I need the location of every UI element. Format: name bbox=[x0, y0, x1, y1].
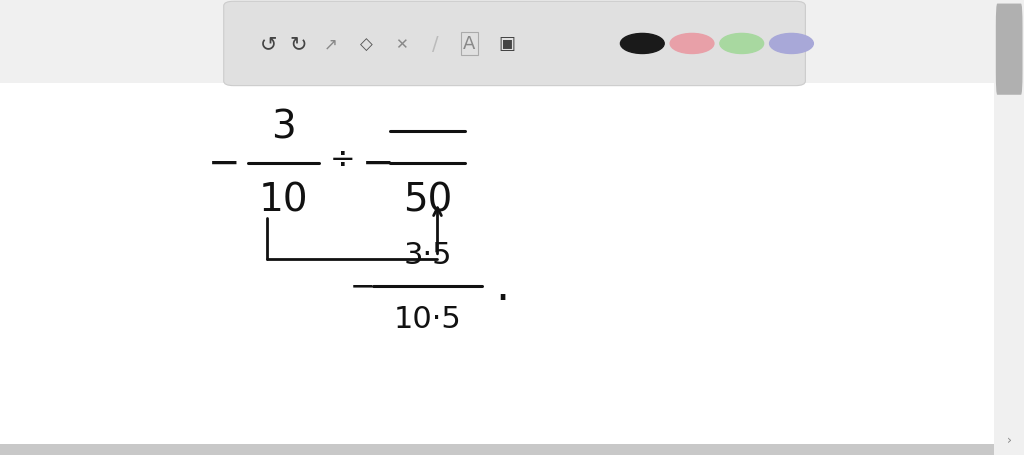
Text: 10: 10 bbox=[259, 181, 308, 219]
Text: .: . bbox=[495, 265, 509, 308]
Text: 10·5: 10·5 bbox=[393, 304, 462, 333]
Text: −: − bbox=[361, 145, 394, 183]
Circle shape bbox=[720, 35, 764, 55]
Circle shape bbox=[670, 35, 714, 55]
Bar bbox=[0, 444, 994, 455]
Text: 50: 50 bbox=[402, 181, 453, 219]
Text: ✕: ✕ bbox=[395, 37, 409, 52]
Text: ›: › bbox=[1007, 433, 1012, 446]
Bar bbox=[0, 84, 994, 455]
Text: /: / bbox=[432, 35, 439, 54]
Text: −: − bbox=[208, 145, 240, 183]
Text: ↗: ↗ bbox=[325, 35, 338, 53]
Circle shape bbox=[621, 35, 665, 55]
Text: ▣: ▣ bbox=[499, 35, 516, 53]
Text: ◇: ◇ bbox=[359, 35, 373, 53]
FancyBboxPatch shape bbox=[223, 2, 806, 86]
Text: 3: 3 bbox=[271, 108, 296, 147]
Text: 3·5: 3·5 bbox=[403, 240, 452, 269]
Text: −: − bbox=[350, 272, 376, 301]
Text: A: A bbox=[463, 35, 475, 53]
Circle shape bbox=[770, 35, 813, 55]
Text: ÷: ÷ bbox=[330, 145, 356, 174]
Text: ↺: ↺ bbox=[260, 35, 278, 54]
FancyBboxPatch shape bbox=[995, 5, 1023, 96]
Text: ↻: ↻ bbox=[290, 35, 307, 54]
